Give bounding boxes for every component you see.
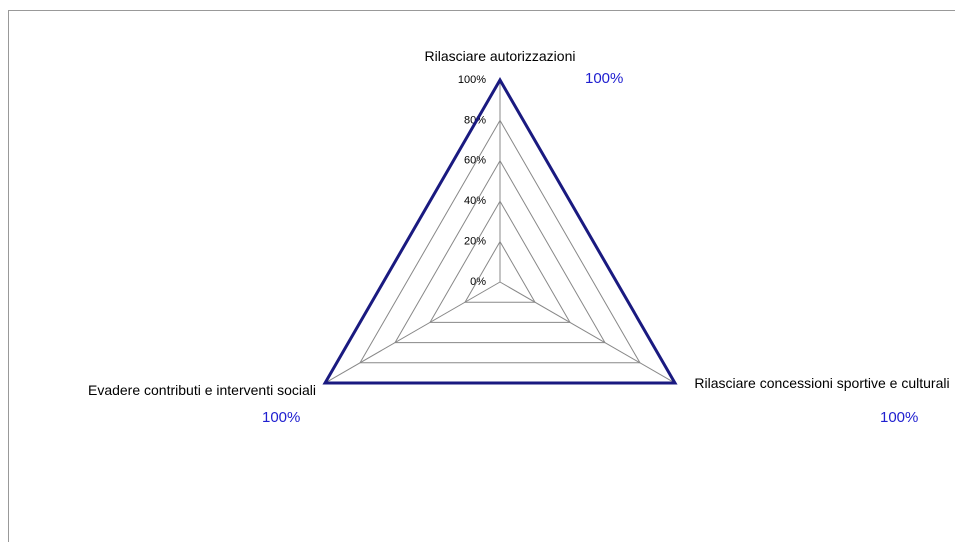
y-tick-label: 20% bbox=[464, 236, 486, 248]
y-tick-label: 100% bbox=[458, 74, 486, 86]
y-tick-label: 0% bbox=[470, 276, 486, 288]
spoke bbox=[499, 281, 676, 384]
grid-ring bbox=[394, 159, 606, 344]
spoke bbox=[324, 281, 501, 384]
grid-ring bbox=[464, 240, 536, 303]
series-line bbox=[322, 77, 678, 385]
data-label: 100% bbox=[585, 70, 624, 87]
category-label: Evadere contributi e interventi sociali bbox=[87, 382, 316, 398]
category-label: Rilasciare autorizzazioni bbox=[424, 48, 576, 64]
grid-ring bbox=[359, 119, 641, 364]
y-tick-label: 60% bbox=[464, 155, 486, 167]
data-label: 100% bbox=[262, 409, 301, 426]
data-label: 100% bbox=[880, 409, 919, 426]
category-label: Rilasciare concessioni sportive e cultur… bbox=[694, 375, 950, 391]
grid-ring bbox=[429, 200, 571, 323]
frame bbox=[8, 10, 955, 542]
y-tick-label: 40% bbox=[464, 195, 486, 207]
